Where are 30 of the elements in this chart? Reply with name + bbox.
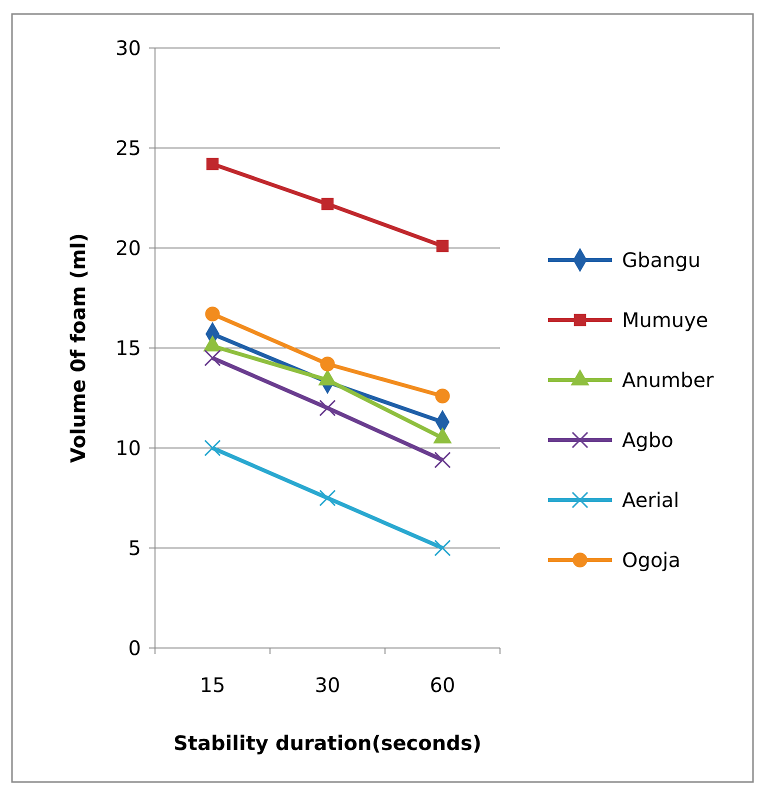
x-axis-title: Stability duration(seconds) (173, 731, 482, 755)
y-tick-label: 15 (116, 336, 141, 360)
legend-label: Anumber (622, 368, 715, 392)
y-tick-label: 5 (128, 536, 141, 560)
point (434, 540, 451, 556)
legend-label: Mumuye (622, 308, 708, 332)
x-tick-label: 30 (314, 673, 340, 697)
y-tick-label: 0 (128, 636, 141, 660)
legend-label: Aerial (622, 488, 680, 512)
point (206, 158, 219, 170)
point (204, 440, 221, 456)
point (434, 452, 451, 468)
y-tick-label: 20 (116, 236, 141, 260)
point (204, 350, 221, 366)
x-tick-label: 15 (200, 673, 226, 697)
y-axis-title: Volume 0f foam (ml) (66, 233, 90, 463)
point (319, 490, 336, 506)
point (435, 388, 450, 404)
point (319, 400, 336, 416)
y-tick-label: 30 (116, 36, 141, 60)
point (321, 198, 334, 210)
y-tick-label: 25 (116, 136, 141, 160)
point (436, 240, 449, 252)
legend-label: Gbangu (622, 248, 700, 272)
y-tick-label: 10 (116, 436, 141, 460)
point (320, 356, 335, 372)
point (205, 306, 220, 322)
legend-label: Agbo (622, 428, 674, 452)
x-tick-label: 60 (430, 673, 456, 697)
legend-label: Ogoja (622, 548, 680, 572)
